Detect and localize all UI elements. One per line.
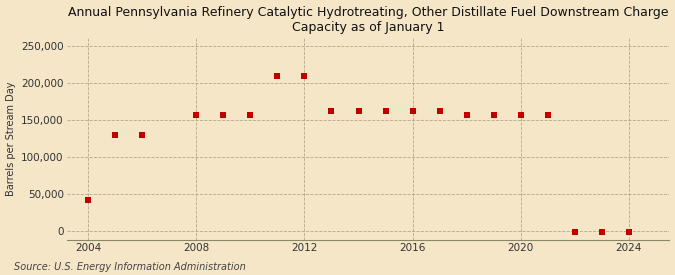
Point	[488, 113, 499, 117]
Text: Source: U.S. Energy Information Administration: Source: U.S. Energy Information Administ…	[14, 262, 245, 272]
Point	[461, 113, 472, 117]
Point	[326, 109, 337, 113]
Point	[515, 113, 526, 117]
Point	[570, 230, 580, 235]
Point	[137, 133, 148, 137]
Point	[245, 113, 256, 117]
Point	[272, 74, 283, 78]
Point	[110, 133, 121, 137]
Point	[299, 74, 310, 78]
Point	[191, 113, 202, 117]
Point	[543, 113, 554, 117]
Y-axis label: Barrels per Stream Day: Barrels per Stream Day	[5, 82, 16, 196]
Point	[353, 109, 364, 113]
Point	[407, 109, 418, 113]
Point	[434, 109, 445, 113]
Point	[597, 230, 608, 235]
Point	[83, 198, 94, 202]
Title: Annual Pennsylvania Refinery Catalytic Hydrotreating, Other Distillate Fuel Down: Annual Pennsylvania Refinery Catalytic H…	[68, 6, 668, 34]
Point	[624, 230, 634, 235]
Point	[380, 109, 391, 113]
Point	[218, 113, 229, 117]
